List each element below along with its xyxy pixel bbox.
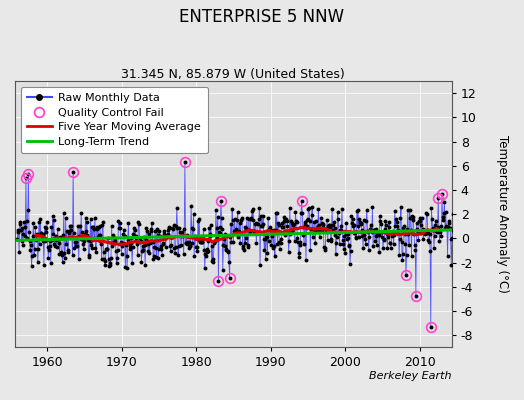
Text: Berkeley Earth: Berkeley Earth <box>369 371 452 381</box>
Title: 31.345 N, 85.879 W (United States): 31.345 N, 85.879 W (United States) <box>122 68 345 81</box>
Legend: Raw Monthly Data, Quality Control Fail, Five Year Moving Average, Long-Term Tren: Raw Monthly Data, Quality Control Fail, … <box>20 86 208 153</box>
Text: ENTERPRISE 5 NNW: ENTERPRISE 5 NNW <box>179 8 345 26</box>
Y-axis label: Temperature Anomaly (°C): Temperature Anomaly (°C) <box>496 135 509 293</box>
